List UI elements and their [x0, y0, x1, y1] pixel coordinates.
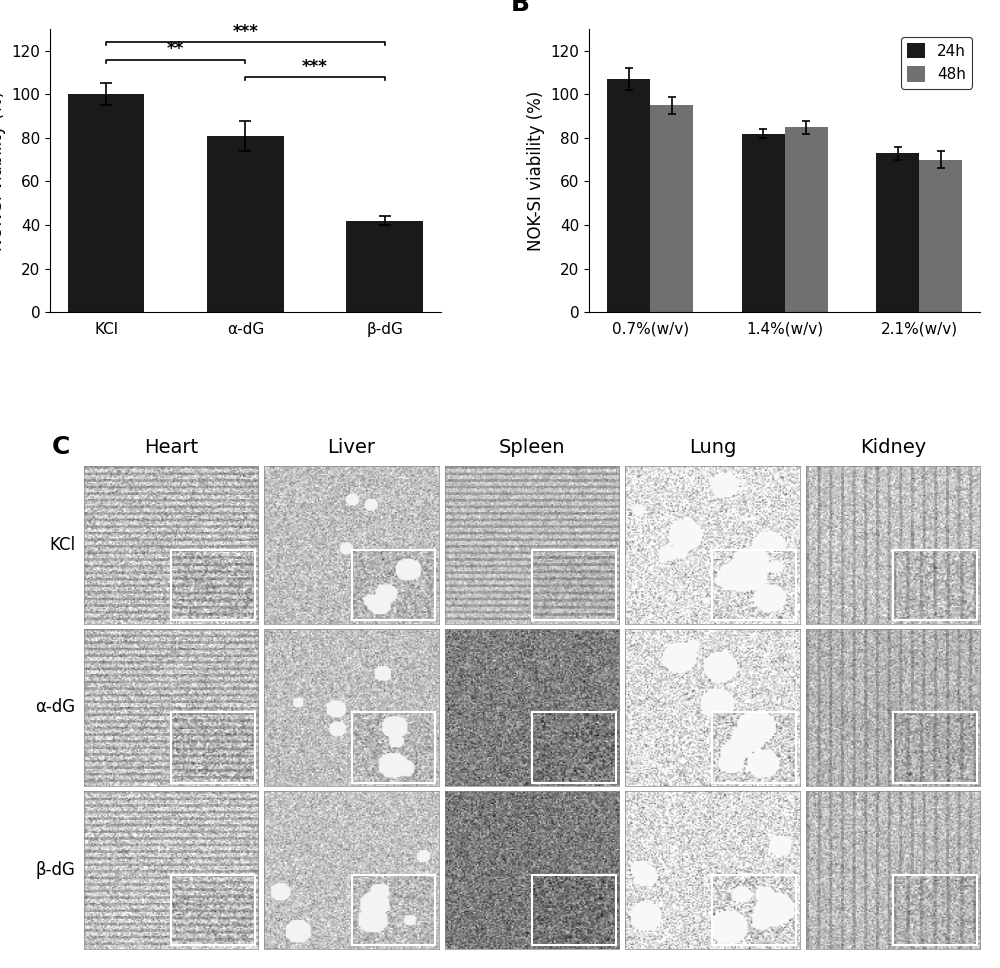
Text: Spleen: Spleen: [499, 438, 565, 457]
Text: C: C: [51, 435, 70, 459]
Bar: [919, 160, 962, 312]
Bar: [207, 136, 284, 312]
Text: ***: ***: [232, 23, 258, 41]
Text: Heart: Heart: [144, 438, 198, 457]
Text: α-dG: α-dG: [36, 698, 76, 716]
Text: KCl: KCl: [50, 536, 76, 554]
Bar: [785, 127, 828, 312]
Text: Liver: Liver: [328, 438, 376, 457]
Text: B: B: [511, 0, 530, 16]
Bar: [650, 106, 693, 312]
Bar: [68, 94, 144, 312]
Bar: [346, 221, 423, 312]
Text: Kidney: Kidney: [860, 438, 926, 457]
Text: β-dG: β-dG: [36, 861, 76, 879]
Text: **: **: [167, 41, 184, 58]
Text: ***: ***: [302, 58, 328, 76]
Text: Lung: Lung: [689, 438, 736, 457]
Bar: [607, 79, 650, 312]
Bar: [876, 153, 919, 312]
Bar: [742, 134, 785, 312]
Y-axis label: NOK-SI viability (%): NOK-SI viability (%): [527, 90, 545, 251]
Y-axis label: NOK-SI viability (%): NOK-SI viability (%): [0, 90, 6, 251]
Legend: 24h, 48h: 24h, 48h: [901, 37, 972, 88]
